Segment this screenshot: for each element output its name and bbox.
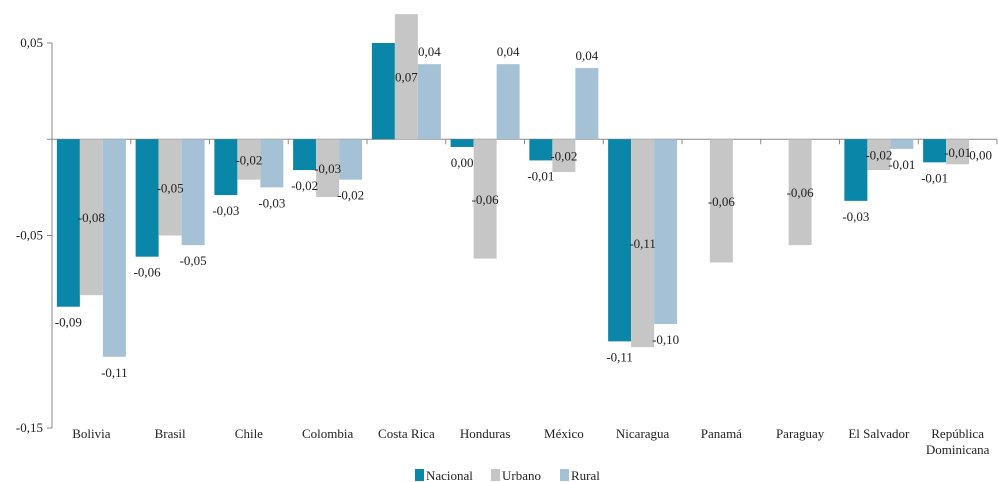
bar: [529, 139, 553, 161]
bar: [102, 139, 126, 357]
data-label: 0,04: [497, 44, 520, 59]
data-label: 0,04: [418, 44, 441, 59]
legend-label: Urbano: [502, 468, 541, 482]
category-labels: Bolivia Brasil Chile Colombia Costa Rica Hond…: [72, 426, 989, 457]
legend: Nacional Urbano Rural: [415, 468, 600, 482]
bar: [923, 139, 947, 163]
data-labels: -0,09 -0,08 -0,11 -0,06 -0,05 -0,05 -0,03 -0,02…: [55, 44, 992, 380]
data-label: -0,02: [235, 152, 262, 167]
category-label: Brasil: [155, 426, 186, 441]
bar: [237, 139, 261, 180]
data-label: -0,01: [888, 157, 915, 172]
bar: [709, 139, 733, 263]
bar: [473, 139, 497, 259]
bar: [214, 139, 238, 196]
y-tick-label: -0,15: [16, 420, 43, 435]
bar: [788, 139, 812, 246]
bar: [631, 139, 655, 348]
category-label: Chile: [235, 426, 263, 441]
category-label: Panamá: [701, 426, 742, 441]
category-label: El Salvador: [848, 426, 910, 441]
data-label: -0,11: [606, 349, 633, 364]
data-label: -0,05: [180, 253, 207, 268]
data-label: -0,08: [78, 210, 105, 225]
data-label: 0,00: [969, 147, 992, 162]
category-label: Nicaragua: [616, 426, 670, 441]
data-label: -0,03: [314, 161, 341, 176]
category-label: República Dominicana: [926, 426, 990, 457]
bar: [608, 139, 632, 342]
legend-label: Nacional: [426, 468, 473, 482]
data-label: -0,06: [472, 192, 500, 207]
data-label: 0,07: [395, 70, 418, 85]
bar: [316, 139, 340, 197]
data-label: -0,11: [629, 236, 656, 251]
legend-swatch: [491, 469, 500, 481]
data-label: -0,03: [258, 195, 285, 210]
legend-swatch: [560, 469, 569, 481]
bar: [158, 139, 182, 236]
data-label: 0,00: [451, 155, 474, 170]
legend-item: Rural: [560, 468, 600, 482]
category-label: Bolivia: [72, 426, 111, 441]
legend-item: Nacional: [415, 468, 473, 482]
data-label: -0,11: [101, 365, 128, 380]
data-label: 0,04: [576, 48, 599, 63]
bar: [135, 139, 159, 257]
data-label: -0,03: [842, 209, 869, 224]
y-tick-label: 0,05: [20, 35, 43, 50]
data-label: -0,06: [787, 185, 815, 200]
y-tick-label: -0,05: [16, 228, 43, 243]
data-label: -0,05: [157, 180, 184, 195]
bar: [496, 64, 520, 140]
bar: [946, 139, 970, 165]
bar: [867, 139, 891, 171]
data-label: -0,03: [212, 203, 239, 218]
data-label: -0,02: [865, 148, 892, 163]
category-label: Colombia: [302, 426, 354, 441]
legend-swatch: [415, 469, 424, 481]
bar: [293, 139, 317, 171]
bar: [181, 139, 205, 246]
data-label: -0,02: [337, 188, 364, 203]
bar: [56, 139, 80, 307]
bar: [450, 139, 474, 147]
bar: [575, 68, 599, 140]
bar: [844, 139, 868, 201]
bar: [371, 43, 395, 140]
data-label: -0,02: [550, 149, 577, 164]
bar: [654, 139, 678, 325]
bar: [260, 139, 284, 188]
data-label: -0,10: [652, 332, 679, 347]
bar: [890, 139, 914, 149]
data-label: -0,02: [291, 178, 318, 193]
legend-label: Rural: [571, 468, 600, 482]
data-label: -0,09: [55, 315, 82, 330]
bar: [552, 139, 576, 172]
data-label: -0,06: [134, 265, 162, 280]
axes: 0,05 -0,05 -0,15: [16, 35, 998, 435]
bar: [79, 139, 103, 296]
bar: [394, 14, 418, 140]
bars: [56, 14, 970, 357]
data-label: -0,01: [527, 168, 554, 183]
bar: [339, 139, 363, 180]
data-label: -0,01: [944, 145, 971, 160]
legend-item: Urbano: [491, 468, 541, 482]
category-label: Paraguay: [776, 426, 825, 441]
category-label: Honduras: [460, 426, 511, 441]
data-label: -0,06: [708, 194, 736, 209]
data-label: -0,01: [921, 170, 948, 185]
bar: [417, 64, 441, 140]
category-label: México: [544, 426, 584, 441]
category-label: Costa Rica: [378, 426, 435, 441]
